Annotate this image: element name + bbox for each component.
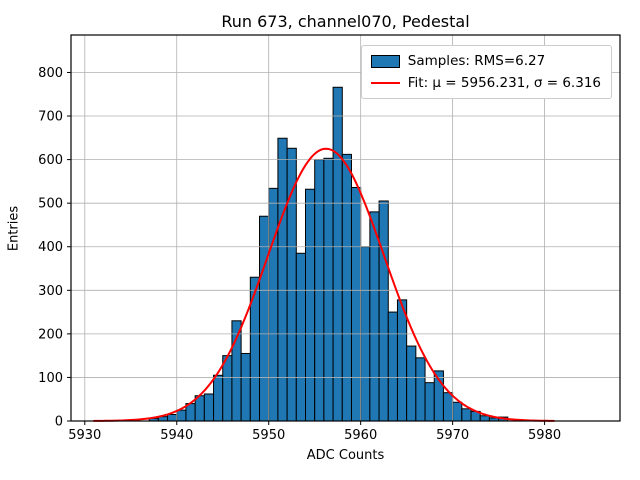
histogram-bar bbox=[406, 345, 417, 422]
histogram-bar bbox=[277, 137, 288, 422]
histogram-bar bbox=[286, 147, 297, 422]
y-tick-label: 700 bbox=[38, 110, 63, 125]
chart-title: Run 673, channel070, Pedestal bbox=[221, 12, 470, 31]
legend-entry-fit: Fit: μ = 5956.231, σ = 6.316 bbox=[370, 75, 601, 91]
fit-swatch-icon bbox=[370, 82, 400, 84]
legend-samples-label: Samples: RMS=6.27 bbox=[407, 53, 546, 69]
histogram-bar bbox=[203, 393, 215, 422]
y-tick-label: 800 bbox=[38, 66, 63, 81]
histogram-bar bbox=[396, 299, 408, 422]
histogram-bar bbox=[452, 401, 463, 422]
x-tick-label: 5940 bbox=[160, 428, 193, 443]
x-tick-label: 5980 bbox=[528, 428, 561, 443]
x-tick-label: 5950 bbox=[252, 428, 285, 443]
histogram-bar bbox=[240, 352, 251, 422]
plot-frame bbox=[70, 34, 621, 422]
x-axis-label: ADC Counts bbox=[306, 448, 385, 463]
y-tick-label: 200 bbox=[38, 327, 63, 342]
y-tick-label: 0 bbox=[55, 415, 63, 430]
histogram-bar bbox=[387, 311, 398, 422]
histogram-bar bbox=[222, 355, 233, 422]
histogram-bar bbox=[323, 157, 334, 422]
histogram-bar bbox=[176, 409, 187, 422]
x-tick-label: 5930 bbox=[68, 428, 101, 443]
y-tick-label: 500 bbox=[38, 197, 63, 212]
histogram-bar bbox=[332, 86, 343, 422]
histogram-bar bbox=[295, 252, 306, 422]
histogram-bar bbox=[479, 415, 490, 422]
y-tick-label: 400 bbox=[38, 240, 63, 255]
legend: Samples: RMS=6.27 Fit: μ = 5956.231, σ =… bbox=[360, 45, 612, 99]
x-tick-label: 5960 bbox=[344, 428, 377, 443]
histogram-bar bbox=[167, 413, 178, 422]
legend-entry-samples: Samples: RMS=6.27 bbox=[370, 53, 601, 69]
samples-swatch-icon bbox=[370, 54, 400, 68]
histogram-bar bbox=[213, 374, 224, 422]
y-tick-label: 600 bbox=[38, 153, 63, 168]
histogram-bar bbox=[415, 357, 426, 422]
histogram-bar bbox=[350, 186, 362, 422]
y-tick-label: 100 bbox=[38, 371, 63, 386]
histogram-bar bbox=[369, 211, 380, 422]
histogram-bar bbox=[378, 200, 389, 422]
y-tick-label: 300 bbox=[38, 284, 63, 299]
histogram-bar bbox=[424, 382, 435, 422]
legend-fit-label: Fit: μ = 5956.231, σ = 6.316 bbox=[407, 75, 601, 91]
histogram-bar bbox=[341, 153, 352, 422]
histogram-bar bbox=[268, 187, 279, 422]
histogram-bar bbox=[305, 188, 316, 422]
fit-curve bbox=[92, 147, 555, 422]
y-axis-label: Entries bbox=[6, 205, 22, 252]
x-tick-label: 5970 bbox=[436, 428, 469, 443]
histogram-bar bbox=[461, 408, 472, 422]
histogram-bar bbox=[442, 392, 454, 422]
